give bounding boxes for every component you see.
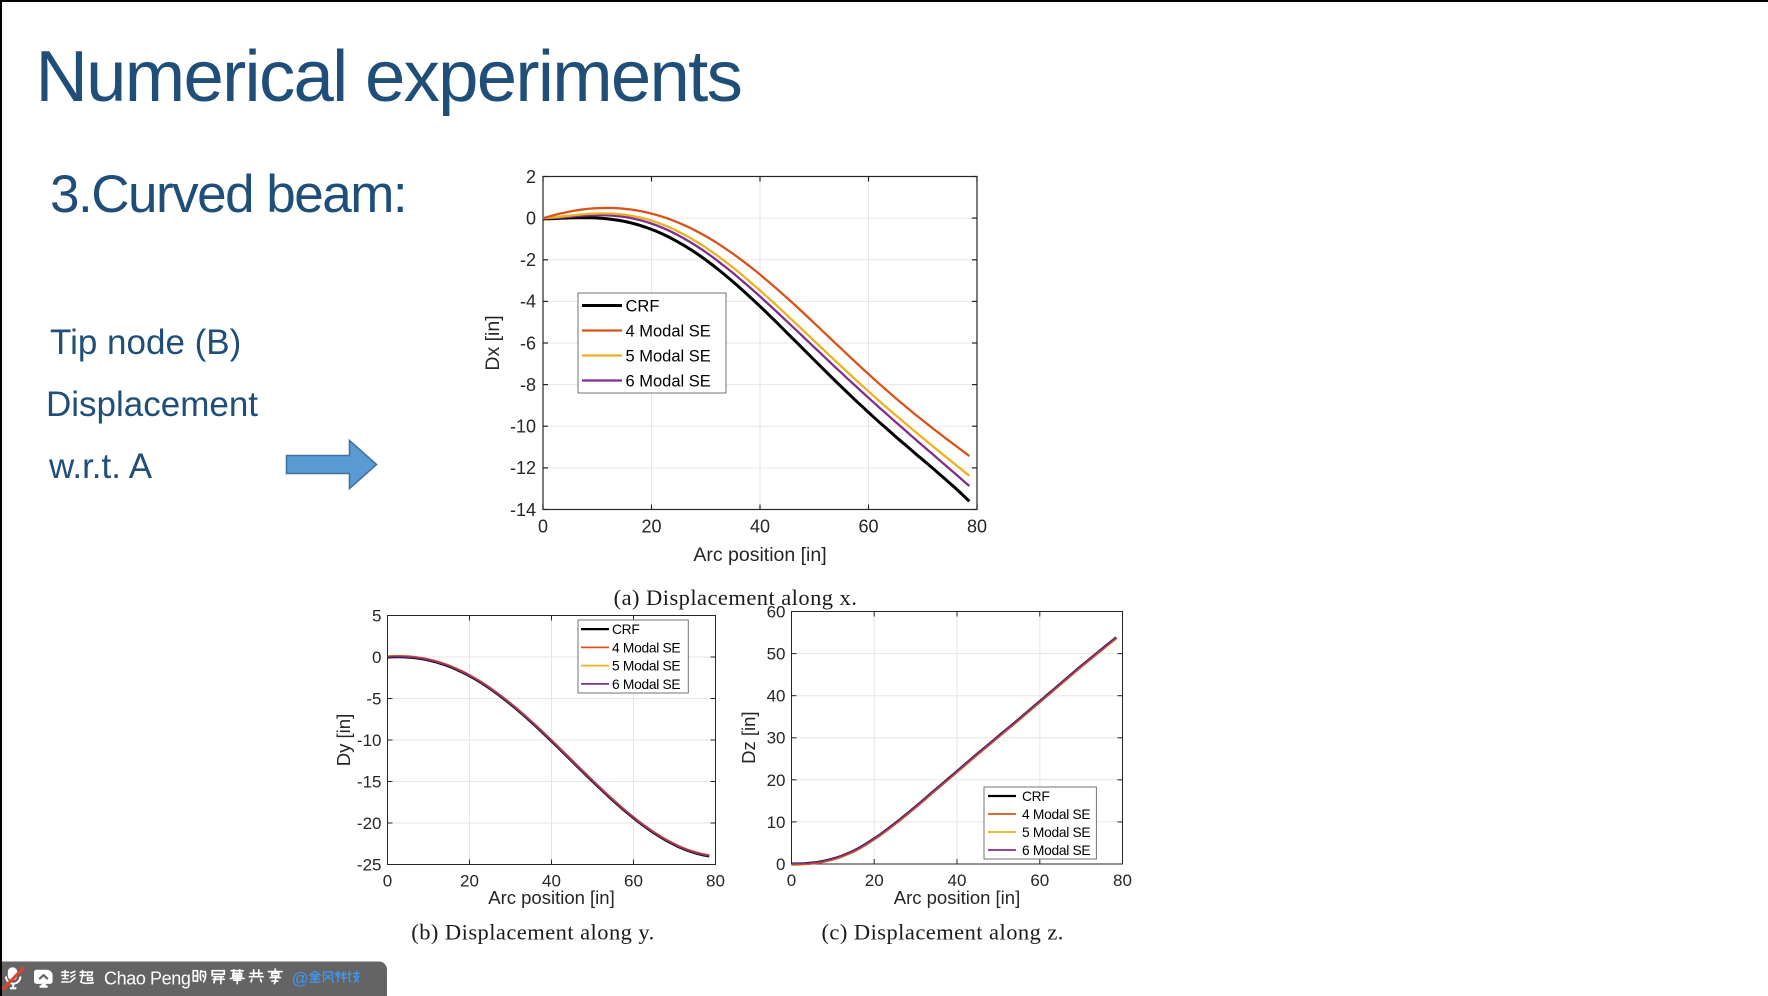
svg-text:0: 0 [526,208,536,228]
svg-text:0: 0 [538,517,548,537]
svg-text:50: 50 [767,645,786,664]
svg-text:0: 0 [787,871,796,890]
svg-text:0: 0 [383,872,392,891]
svg-text:-20: -20 [357,814,382,833]
svg-text:5 Modal SE: 5 Modal SE [612,659,680,674]
svg-text:-4: -4 [520,292,536,312]
svg-text:Arc position [in]: Arc position [in] [693,544,826,566]
svg-text:40: 40 [750,517,770,537]
svg-text:CRF: CRF [626,297,660,315]
svg-text:6 Modal SE: 6 Modal SE [1022,843,1090,858]
svg-text:Dy [in]: Dy [in] [333,714,354,766]
svg-text:(b) Displacement along y.: (b) Displacement along y. [411,920,654,945]
svg-text:80: 80 [1113,871,1132,890]
svg-text:20: 20 [460,872,479,891]
svg-text:-5: -5 [366,690,381,709]
svg-text:-15: -15 [357,772,382,791]
svg-text:60: 60 [767,602,786,621]
svg-text:20: 20 [865,871,884,890]
svg-text:5 Modal SE: 5 Modal SE [1022,825,1090,840]
svg-text:40: 40 [948,871,967,890]
svg-text:4 Modal SE: 4 Modal SE [612,640,680,655]
svg-text:20: 20 [767,771,786,790]
svg-text:20: 20 [641,517,661,537]
svg-text:@: @ [292,969,309,988]
svg-text:-10: -10 [357,731,382,750]
svg-text:30: 30 [767,729,786,748]
svg-text:0: 0 [776,855,785,874]
svg-text:60: 60 [1030,871,1049,890]
svg-text:CRF: CRF [1022,789,1049,804]
svg-text:4 Modal SE: 4 Modal SE [626,322,711,340]
svg-text:5 Modal SE: 5 Modal SE [626,347,711,365]
svg-text:40: 40 [542,872,561,891]
svg-text:-2: -2 [520,250,536,270]
svg-text:(a) Displacement along x.: (a) Displacement along x. [614,585,858,610]
svg-text:-25: -25 [357,855,382,874]
svg-text:CRF: CRF [612,622,639,637]
svg-text:-10: -10 [510,417,536,437]
svg-text:Arc position [in]: Arc position [in] [488,887,614,908]
svg-text:10: 10 [767,813,786,832]
svg-text:2: 2 [526,167,536,187]
svg-text:Chao Peng: Chao Peng [104,969,190,989]
svg-text:60: 60 [858,517,878,537]
svg-text:40: 40 [767,687,786,706]
svg-text:60: 60 [624,872,643,891]
svg-text:6 Modal SE: 6 Modal SE [612,677,680,692]
svg-text:-6: -6 [520,333,536,353]
svg-text:80: 80 [706,872,725,891]
svg-text:Dz [in]: Dz [in] [738,711,759,763]
svg-text:-12: -12 [510,458,536,478]
svg-text:5: 5 [372,606,381,625]
svg-text:-14: -14 [510,500,536,520]
svg-text:80: 80 [967,517,987,537]
svg-text:4 Modal SE: 4 Modal SE [1022,807,1090,822]
svg-text:Arc position [in]: Arc position [in] [894,887,1020,908]
svg-text:-8: -8 [520,375,536,395]
svg-text:Dx [in]: Dx [in] [482,315,504,370]
svg-text:6 Modal SE: 6 Modal SE [626,372,711,390]
svg-text:0: 0 [372,648,381,667]
svg-text:(c) Displacement along z.: (c) Displacement along z. [821,919,1063,944]
